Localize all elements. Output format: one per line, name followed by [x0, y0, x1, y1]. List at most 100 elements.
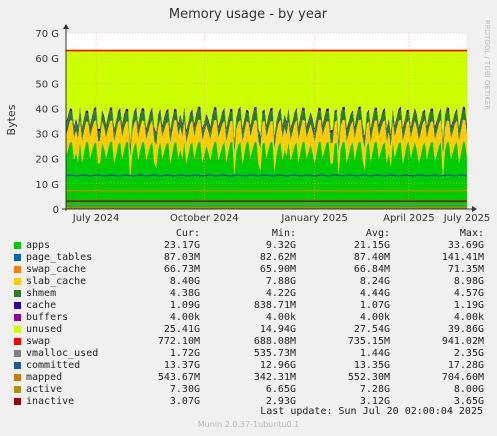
legend-cur-value: 8.40G — [169, 276, 200, 287]
legend-label: active — [26, 384, 63, 395]
side-label: RRDTOOL / TOBI OETIKER — [483, 20, 491, 110]
legend-min-value: 65.90M — [259, 264, 296, 275]
legend-row-vmalloc-used: vmalloc_used 1.72G 535.73M 1.44G 2.35G — [0, 348, 497, 360]
legend-label: swap_cache — [26, 264, 87, 275]
legend-row-unused: unused 25.41G 14.94G 27.54G 39.86G — [0, 324, 497, 336]
legend-max-value: 8.98G — [453, 276, 484, 287]
legend-header-cur: Cur: — [175, 228, 200, 239]
legend-row-mapped: mapped 543.67M 342.31M 552.30M 704.60M — [0, 372, 497, 384]
legend-min-value: 535.73M — [253, 348, 296, 359]
legend-avg-value: 735.15M — [347, 336, 390, 347]
legend-cur-value: 4.00k — [169, 312, 200, 323]
legend-max-value: 4.00k — [453, 312, 484, 323]
legend-row-committed: committed 13.37G 12.96G 13.35G 17.28G — [0, 360, 497, 372]
legend-avg-value: 13.35G — [353, 360, 390, 371]
legend-cur-value: 25.41G — [163, 324, 200, 335]
legend-cur-value: 87.03M — [163, 252, 200, 263]
x-tick-label: October 2024 — [170, 213, 239, 224]
legend-max-value: 2.35G — [453, 348, 484, 359]
legend-cur-value: 66.73M — [163, 264, 200, 275]
legend-label: slab_cache — [26, 276, 87, 287]
legend-row-cache: cache 1.09G 838.71M 1.07G 1.19G — [0, 300, 497, 312]
legend-min-value: 4.22G — [265, 288, 296, 299]
legend-avg-value: 7.28G — [359, 384, 390, 395]
legend-avg-value: 21.15G — [353, 240, 390, 251]
y-tick-label: 70 G — [35, 29, 59, 40]
x-tick-label: April 2025 — [383, 213, 434, 224]
legend-min-value: 342.31M — [253, 372, 296, 383]
legend-min-value: 838.71M — [253, 300, 296, 311]
legend-max-value: 71.35M — [447, 264, 484, 275]
legend-min-value: 82.62M — [259, 252, 296, 263]
legend-cur-value: 772.10M — [157, 336, 200, 347]
legend-min-value: 4.00k — [265, 312, 296, 323]
legend-avg-value: 8.24G — [359, 276, 390, 287]
legend-header-max: Max: — [459, 228, 484, 239]
legend-avg-value: 87.40M — [353, 252, 390, 263]
legend-label: buffers — [26, 312, 69, 323]
legend-swatch — [14, 278, 21, 285]
chart-title: Memory usage - by year — [169, 7, 328, 22]
legend-label: apps — [26, 240, 51, 251]
legend-max-value: 1.19G — [453, 300, 484, 311]
legend-row-buffers: buffers 4.00k 4.00k 4.00k 4.00k — [0, 312, 497, 324]
legend-swatch — [14, 326, 21, 333]
legend-label: inactive — [26, 396, 75, 407]
y-axis-arrow — [63, 24, 69, 29]
legend-avg-value: 66.84M — [353, 264, 390, 275]
last-update: Last update: Sun Jul 20 02:00:04 2025 — [260, 406, 483, 417]
y-tick-label: 60 G — [35, 54, 59, 65]
legend-label: swap — [26, 336, 51, 347]
area-shmem — [66, 109, 467, 158]
legend-header-avg: Avg: — [365, 228, 390, 239]
y-tick-label: 20 G — [35, 155, 59, 166]
legend-swatch — [14, 302, 21, 309]
memory-chart: Memory usage - by year Bytes RRDTOOL / T… — [5, 7, 491, 224]
legend-min-value: 2.93G — [265, 396, 296, 407]
legend-min-value: 6.65G — [265, 384, 296, 395]
legend-max-value: 3.65G — [453, 396, 484, 407]
legend-label: committed — [26, 360, 81, 371]
legend-max-value: 33.69G — [447, 240, 484, 251]
legend-cur-value: 13.37G — [163, 360, 200, 371]
legend-max-value: 8.00G — [453, 384, 484, 395]
y-tick-label: 40 G — [35, 104, 59, 115]
legend-swatch — [14, 266, 21, 273]
x-tick-label: January 2025 — [280, 213, 348, 224]
legend-max-value: 4.57G — [453, 288, 484, 299]
legend-swatch — [14, 314, 21, 321]
legend-avg-value: 4.00k — [359, 312, 390, 323]
legend-row-swap: swap 772.10M 688.08M 735.15M 941.02M — [0, 336, 497, 348]
legend-label: page_tables — [26, 252, 93, 263]
y-tick-label: 50 G — [35, 79, 59, 90]
legend-swatch — [14, 362, 21, 369]
legend-avg-value: 1.44G — [359, 348, 390, 359]
legend-avg-value: 1.07G — [359, 300, 390, 311]
legend-min-value: 9.32G — [265, 240, 296, 251]
legend-cur-value: 4.38G — [169, 288, 200, 299]
legend-row-page-tables: page_tables 87.03M 82.62M 87.40M 141.41M — [0, 252, 497, 264]
legend-swatch — [14, 350, 21, 357]
legend-cur-value: 1.09G — [169, 300, 200, 311]
legend-min-value: 688.08M — [253, 336, 296, 347]
legend-row-shmem: shmem 4.38G 4.22G 4.44G 4.57G — [0, 288, 497, 300]
area-cache — [66, 106, 467, 149]
legend-label: vmalloc_used — [26, 348, 99, 359]
area-slab-cache — [66, 119, 467, 179]
legend-swatch — [14, 290, 21, 297]
legend-label: cache — [26, 300, 57, 311]
legend-row-inactive: inactive 3.07G 2.93G 3.12G 3.65G — [0, 396, 497, 408]
legend-avg-value: 4.44G — [359, 288, 390, 299]
legend-cur-value: 3.07G — [169, 396, 200, 407]
legend-header-min: Min: — [271, 228, 296, 239]
legend-swatch — [14, 254, 21, 261]
legend-row-slab-cache: slab_cache 8.40G 7.88G 8.24G 8.98G — [0, 276, 497, 288]
legend-max-value: 141.41M — [441, 252, 484, 263]
legend-avg-value: 552.30M — [347, 372, 390, 383]
legend-swatch — [14, 386, 21, 393]
x-tick-label: July 2024 — [72, 213, 120, 224]
legend-swatch — [14, 242, 21, 249]
y-axis-label: Bytes — [5, 104, 18, 135]
legend-min-value: 14.94G — [259, 324, 296, 335]
y-tick-label: 10 G — [35, 180, 59, 191]
